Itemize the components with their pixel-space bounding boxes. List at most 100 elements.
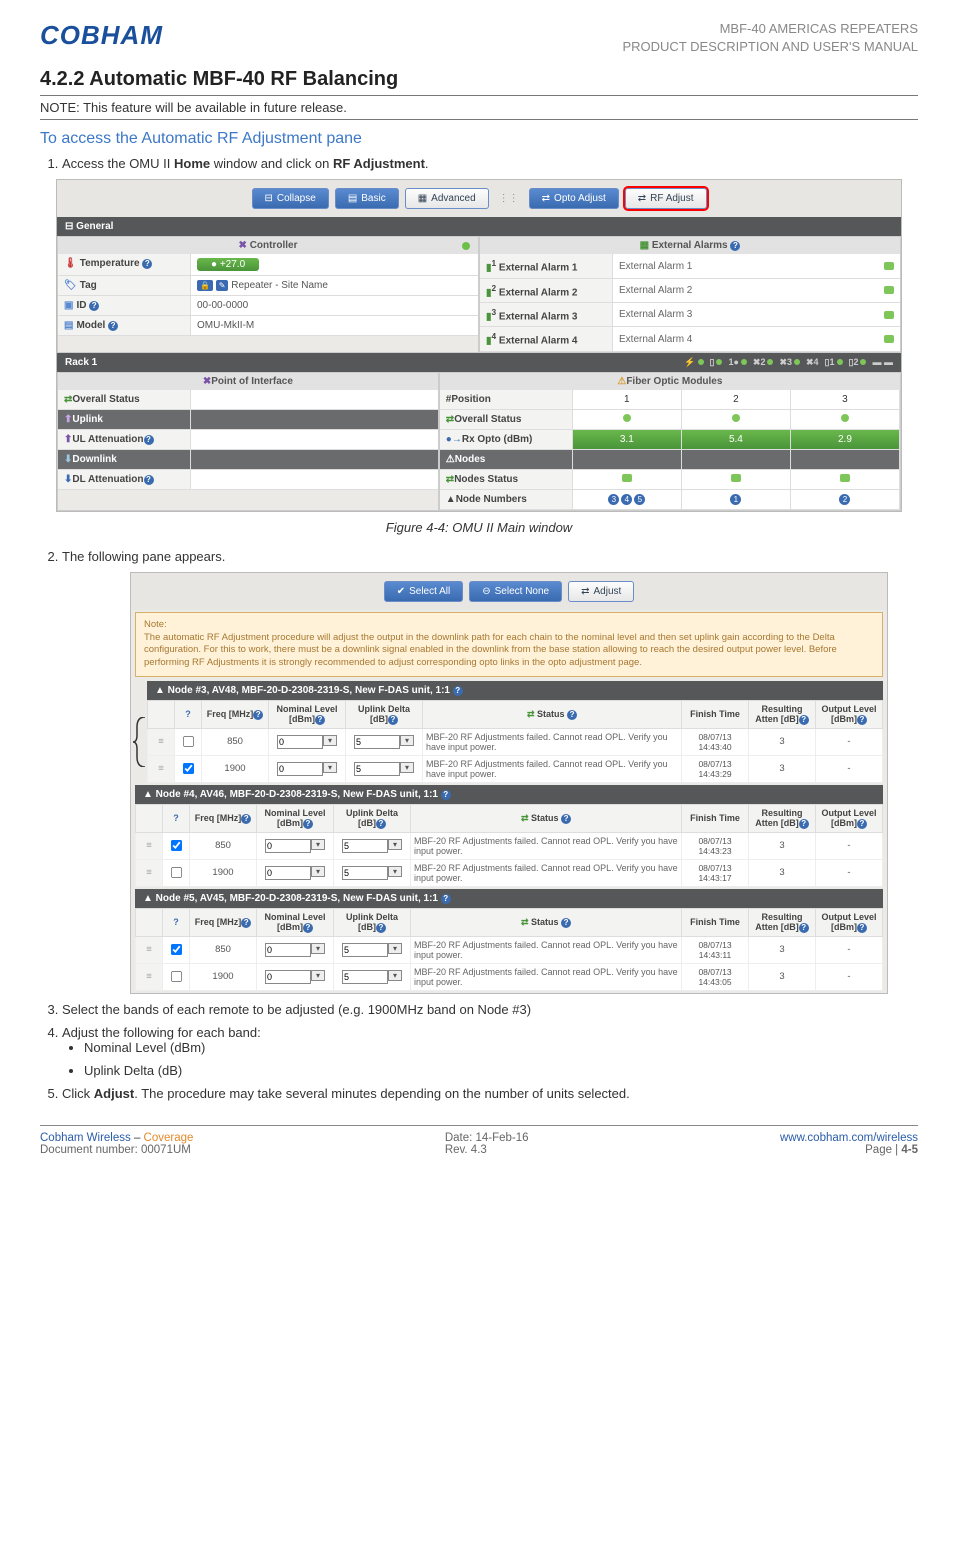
figure-1-caption: Figure 4-4: OMU II Main window bbox=[40, 520, 918, 535]
help-icon[interactable]: ? bbox=[857, 715, 867, 725]
help-icon[interactable]: ? bbox=[567, 710, 577, 720]
help-icon[interactable]: ? bbox=[799, 819, 809, 829]
nominal-input[interactable] bbox=[265, 970, 311, 984]
help-icon[interactable]: ? bbox=[241, 918, 251, 928]
help-icon[interactable]: ? bbox=[857, 819, 867, 829]
help-icon[interactable]: ? bbox=[89, 301, 99, 311]
atten-cell: 3 bbox=[749, 832, 816, 859]
fom-overall-key: ⇄Overall Status bbox=[440, 410, 573, 430]
th-atten: Resulting Atten [dB]? bbox=[749, 804, 816, 832]
help-icon[interactable]: ? bbox=[857, 923, 867, 933]
dropdown-icon[interactable]: ▾ bbox=[400, 762, 414, 773]
help-icon[interactable]: ? bbox=[388, 715, 398, 725]
finish-time-cell: 08/07/13 14:43:29 bbox=[682, 755, 749, 782]
help-icon[interactable]: ? bbox=[185, 709, 191, 719]
help-icon[interactable]: ? bbox=[144, 475, 154, 485]
collapse-button[interactable]: ⊟Collapse bbox=[252, 188, 329, 209]
help-icon[interactable]: ? bbox=[441, 894, 451, 904]
fom-nodes-key: ⚠Nodes bbox=[440, 450, 573, 470]
help-icon[interactable]: ? bbox=[730, 241, 740, 251]
node-table: ? Freq [MHz]? Nominal Level [dBm]? Uplin… bbox=[147, 700, 883, 783]
output-cell: - bbox=[816, 859, 883, 886]
dropdown-icon[interactable]: ▾ bbox=[388, 943, 402, 954]
help-icon[interactable]: ? bbox=[799, 715, 809, 725]
footer-rev: Rev. 4.3 bbox=[445, 1144, 529, 1156]
row-checkbox[interactable] bbox=[171, 971, 182, 982]
footer-dash: – bbox=[131, 1132, 144, 1144]
help-icon[interactable]: ? bbox=[303, 923, 313, 933]
help-icon[interactable]: ? bbox=[144, 435, 154, 445]
help-icon[interactable]: ? bbox=[303, 819, 313, 829]
row-checkbox[interactable] bbox=[183, 763, 194, 774]
select-all-button[interactable]: ✔Select All bbox=[384, 581, 464, 602]
footer-url[interactable]: www.cobham.com/wireless bbox=[780, 1132, 918, 1144]
help-icon[interactable]: ? bbox=[253, 710, 263, 720]
nominal-input[interactable] bbox=[277, 762, 323, 776]
dropdown-icon[interactable]: ▾ bbox=[323, 735, 337, 746]
help-icon[interactable]: ? bbox=[142, 259, 152, 269]
advanced-button[interactable]: ▦Advanced bbox=[405, 188, 489, 209]
advanced-label: Advanced bbox=[431, 193, 475, 204]
help-icon[interactable]: ? bbox=[799, 923, 809, 933]
basic-button[interactable]: ▤Basic bbox=[335, 188, 399, 209]
tag-val: 🔒 ✎ Repeater - Site Name bbox=[191, 276, 478, 296]
dropdown-icon[interactable]: ▾ bbox=[323, 762, 337, 773]
dropdown-icon[interactable]: ▾ bbox=[311, 839, 325, 850]
row-checkbox[interactable] bbox=[171, 867, 182, 878]
help-icon[interactable]: ? bbox=[376, 923, 386, 933]
uplink-input[interactable] bbox=[342, 970, 388, 984]
th-atten: Resulting Atten [dB]? bbox=[749, 700, 816, 728]
doc-title: MBF-40 AMERICAS REPEATERS PRODUCT DESCRI… bbox=[622, 20, 918, 56]
dropdown-icon[interactable]: ▾ bbox=[311, 943, 325, 954]
uplink-input[interactable] bbox=[342, 943, 388, 957]
fom-nodenum-key: ▲Node Numbers bbox=[440, 490, 573, 510]
fom-rx-2: 5.4 bbox=[682, 430, 791, 450]
help-icon[interactable]: ? bbox=[376, 819, 386, 829]
help-icon[interactable]: ? bbox=[108, 321, 118, 331]
dropdown-icon[interactable]: ▾ bbox=[311, 970, 325, 981]
page-footer: Cobham Wireless – Coverage Document numb… bbox=[40, 1125, 918, 1156]
note-title: Note: bbox=[144, 619, 874, 632]
opto-adjust-button[interactable]: ⇄Opto Adjust bbox=[529, 188, 619, 209]
poi-subhead: ✖Point of Interface bbox=[58, 373, 438, 390]
adjust-button[interactable]: ⇄Adjust bbox=[568, 581, 634, 602]
select-none-button[interactable]: ⊖Select None bbox=[469, 581, 562, 602]
general-label: General bbox=[76, 221, 113, 232]
nominal-input[interactable] bbox=[265, 943, 311, 957]
row-checkbox[interactable] bbox=[171, 840, 182, 851]
dropdown-icon[interactable]: ▾ bbox=[388, 839, 402, 850]
fom-nodes-3 bbox=[791, 450, 900, 470]
row-checkbox[interactable] bbox=[183, 736, 194, 747]
help-icon[interactable]: ? bbox=[241, 814, 251, 824]
dropdown-icon[interactable]: ▾ bbox=[388, 866, 402, 877]
uplink-input[interactable] bbox=[354, 762, 400, 776]
fom-nn-3: 2 bbox=[791, 490, 900, 510]
nominal-input[interactable] bbox=[265, 866, 311, 880]
row-checkbox[interactable] bbox=[171, 944, 182, 955]
help-icon[interactable]: ? bbox=[173, 813, 179, 823]
help-icon[interactable]: ? bbox=[561, 814, 571, 824]
help-icon[interactable]: ? bbox=[453, 686, 463, 696]
fom-nodes-1 bbox=[573, 450, 682, 470]
help-icon[interactable]: ? bbox=[173, 917, 179, 927]
output-cell: - bbox=[816, 832, 883, 859]
atten-cell: 3 bbox=[749, 963, 816, 990]
step-3: Select the bands of each remote to be ad… bbox=[62, 1002, 918, 1017]
rf-adjust-button[interactable]: ⇄RF Adjust bbox=[625, 188, 707, 209]
alarm-val: External Alarm 1 bbox=[613, 254, 900, 278]
help-icon[interactable]: ? bbox=[441, 790, 451, 800]
nominal-input[interactable] bbox=[277, 735, 323, 749]
uplink-input[interactable] bbox=[342, 839, 388, 853]
dropdown-icon[interactable]: ▾ bbox=[388, 970, 402, 981]
uplink-input[interactable] bbox=[342, 866, 388, 880]
note-line: NOTE: This feature will be available in … bbox=[40, 95, 918, 120]
help-icon[interactable]: ? bbox=[561, 918, 571, 928]
dropdown-icon[interactable]: ▾ bbox=[311, 866, 325, 877]
uplink-input[interactable] bbox=[354, 735, 400, 749]
dropdown-icon[interactable]: ▾ bbox=[400, 735, 414, 746]
status-dot bbox=[884, 286, 894, 294]
fom-status-1 bbox=[573, 410, 682, 430]
step-4: Adjust the following for each band: Nomi… bbox=[62, 1025, 918, 1078]
help-icon[interactable]: ? bbox=[315, 715, 325, 725]
nominal-input[interactable] bbox=[265, 839, 311, 853]
